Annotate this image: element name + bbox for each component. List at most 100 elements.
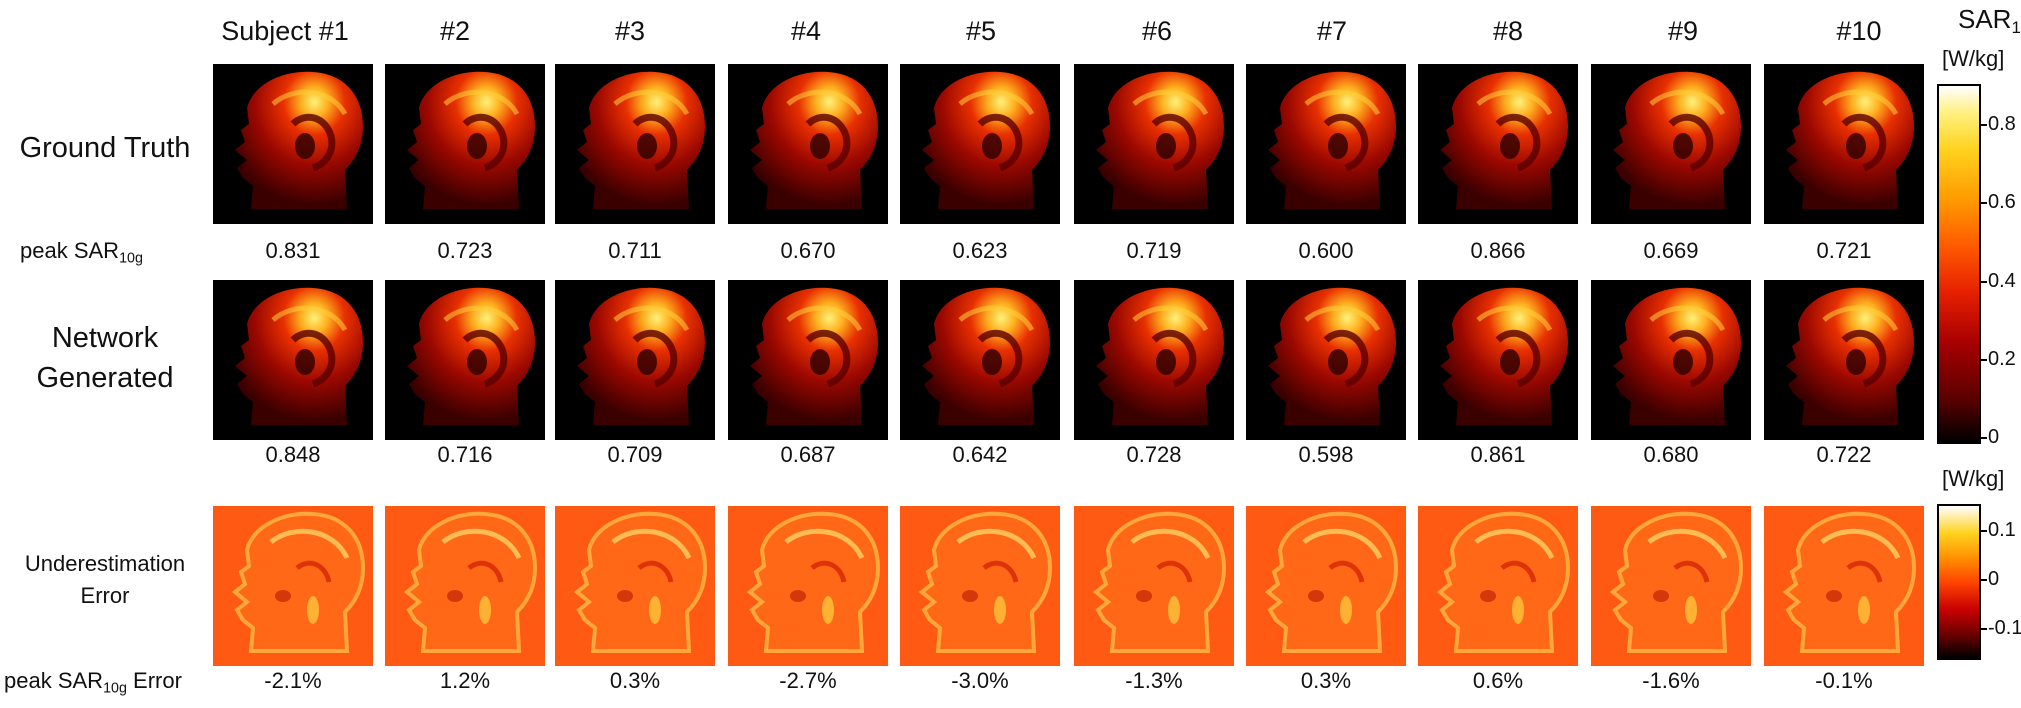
peak-error-value: -2.1% <box>264 668 322 693</box>
colorbar-tick-label: -0.1 <box>1988 617 2021 640</box>
subject-header-7: #7 <box>1316 16 1348 46</box>
ground-truth-image <box>728 64 888 224</box>
colorbar-tick-mark <box>1979 529 1987 532</box>
row-label-underestimation-error: Underestimation Error <box>0 548 210 612</box>
colorbar-tick-label: 0.1 <box>1988 518 2016 541</box>
row-label-ground-truth: Ground Truth <box>0 128 210 168</box>
ground-truth-image <box>900 64 1060 224</box>
colorbar-tick-mark <box>1979 358 1987 361</box>
peak-error-value: -1.3% <box>1125 668 1183 693</box>
subject-header-10: #10 <box>1836 16 1882 46</box>
peak-error-value: -0.1% <box>1815 668 1873 693</box>
subject-header-3: #3 <box>614 16 646 46</box>
error-image <box>213 506 373 666</box>
ground-truth-image <box>1418 64 1578 224</box>
colorbar-tick-mark <box>1979 628 1987 631</box>
peak-error-value: -1.6% <box>1642 668 1700 693</box>
gt-peak-value: 0.719 <box>1126 238 1182 263</box>
sar-colorbar <box>1937 84 1981 444</box>
network-generated-image <box>1591 280 1751 440</box>
subject-header-2: #2 <box>439 16 471 46</box>
network-peak-value: 0.642 <box>952 442 1008 467</box>
gt-peak-value: 0.721 <box>1816 238 1872 263</box>
row-label-line: Error <box>80 583 130 608</box>
peak-sar-label: peak SAR10g <box>20 238 143 266</box>
ground-truth-image <box>385 64 545 224</box>
subject-header-1: Subject #1 <box>160 16 410 47</box>
gt-peak-value: 0.600 <box>1298 238 1354 263</box>
gt-peak-value: 0.866 <box>1470 238 1526 263</box>
colorbar-tick-label: 0.4 <box>1988 269 2016 292</box>
peak-error-value: 0.3% <box>609 668 661 693</box>
subject-header-8: #8 <box>1492 16 1524 46</box>
colorbar-tick-mark <box>1979 124 1987 127</box>
network-peak-value: 0.861 <box>1470 442 1526 467</box>
gt-peak-value: 0.711 <box>608 238 662 263</box>
network-generated-image <box>555 280 715 440</box>
ground-truth-image <box>1246 64 1406 224</box>
network-generated-image <box>213 280 373 440</box>
ground-truth-image <box>1074 64 1234 224</box>
peak-sar-error-suffix: Error <box>126 668 182 693</box>
colorbar-tick-label: 0 <box>1988 568 2000 590</box>
error-image <box>1591 506 1751 666</box>
sar-colorbar-unit: [W/kg] <box>1942 46 2005 71</box>
error-image <box>728 506 888 666</box>
network-generated-image <box>1074 280 1234 440</box>
sar-title-subscript: 10g <box>2011 18 2021 38</box>
colorbar-tick-mark <box>1979 202 1987 205</box>
error-colorbar <box>1937 504 1981 660</box>
gt-peak-value: 0.670 <box>780 238 836 263</box>
colorbar-tick-label: 0.8 <box>1988 113 2016 136</box>
ground-truth-image <box>1764 64 1924 224</box>
error-colorbar-unit: [W/kg] <box>1942 466 2005 491</box>
peak-sar-error-subscript: 10g <box>103 680 127 697</box>
gt-peak-value: 0.831 <box>265 238 321 263</box>
peak-sar-error-label: peak SAR10g Error <box>4 668 182 696</box>
colorbar-tick-label: 0.2 <box>1988 347 2016 370</box>
network-peak-value: 0.680 <box>1643 442 1699 467</box>
subject-header-9: #9 <box>1667 16 1699 46</box>
colorbar-tick-mark <box>1979 579 1987 581</box>
gt-peak-value: 0.623 <box>952 238 1008 263</box>
subject-header-4: #4 <box>790 16 822 46</box>
network-peak-value: 0.728 <box>1126 442 1182 467</box>
network-generated-image <box>1764 280 1924 440</box>
colorbar-tick-label: 0.6 <box>1988 191 2016 214</box>
subject-number: #1 <box>318 16 349 46</box>
network-generated-image <box>1246 280 1406 440</box>
peak-sar-subscript: 10g <box>119 250 143 267</box>
network-peak-value: 0.709 <box>607 442 663 467</box>
subject-prefix: Subject <box>221 16 312 46</box>
network-generated-image <box>385 280 545 440</box>
subject-header-5: #5 <box>965 16 997 46</box>
error-image <box>555 506 715 666</box>
row-label-line: Network <box>51 322 159 354</box>
peak-error-value: -3.0% <box>951 668 1009 693</box>
network-generated-image <box>728 280 888 440</box>
network-peak-value: 0.848 <box>265 442 321 467</box>
peak-error-value: 0.3% <box>1300 668 1352 693</box>
colorbar-tick-mark <box>1979 437 1987 439</box>
row-label-line: Ground Truth <box>19 132 191 164</box>
sar-title-text: SAR <box>1958 4 2012 34</box>
gt-peak-value: 0.723 <box>437 238 493 263</box>
error-image <box>900 506 1060 666</box>
peak-error-value: -2.7% <box>779 668 837 693</box>
error-image <box>1764 506 1924 666</box>
colorbar-tick-label: 0 <box>1988 426 2000 448</box>
subject-header-6: #6 <box>1141 16 1173 46</box>
network-peak-value: 0.716 <box>437 442 493 467</box>
network-generated-image <box>900 280 1060 440</box>
peak-sar-text: peak SAR <box>20 238 120 263</box>
row-label-line: Generated <box>36 362 174 394</box>
network-generated-image <box>1418 280 1578 440</box>
error-image <box>1246 506 1406 666</box>
colorbar-tick-mark <box>1979 280 1987 283</box>
sar-colorbar-title: SAR10g <box>1958 4 2021 38</box>
error-image <box>385 506 545 666</box>
peak-sar-error-text: peak SAR <box>4 668 104 693</box>
ground-truth-image <box>555 64 715 224</box>
network-peak-value: 0.598 <box>1298 442 1354 467</box>
gt-peak-value: 0.669 <box>1643 238 1699 263</box>
